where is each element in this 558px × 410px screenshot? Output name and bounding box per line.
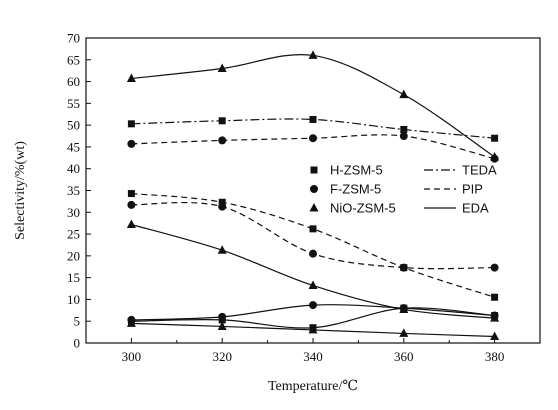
x-axis-label: Temperature/℃ xyxy=(268,379,358,394)
data-point xyxy=(126,219,136,228)
legend-label: H-ZSM-5 xyxy=(330,163,383,178)
y-tick-label: 70 xyxy=(67,31,80,46)
data-point xyxy=(490,331,500,340)
legend: H-ZSM-5 TEDA F-ZSM-5 PIP NiO-ZSM-5 EDA xyxy=(309,163,497,216)
data-point xyxy=(491,293,499,301)
y-tick-label: 25 xyxy=(67,227,80,242)
series-f-zsm-5-eda xyxy=(127,301,499,324)
series-nio-zsm-5-pip xyxy=(126,219,500,322)
data-point xyxy=(126,318,136,327)
series-nio-zsm-5-teda xyxy=(126,50,500,161)
data-point xyxy=(126,73,136,83)
legend-label: EDA xyxy=(462,201,489,216)
y-tick-label: 0 xyxy=(74,336,81,351)
data-point xyxy=(309,301,317,310)
series-nio-zsm-5-eda xyxy=(126,318,500,340)
data-point xyxy=(400,126,408,133)
series-h-zsm-5-teda xyxy=(127,115,499,142)
y-tick-label: 20 xyxy=(67,248,80,263)
data-point xyxy=(218,136,227,145)
data-point xyxy=(490,311,499,320)
series-f-zsm-5-pip xyxy=(127,200,499,272)
y-tick-label: 45 xyxy=(67,139,80,154)
y-tick-label: 65 xyxy=(67,52,80,67)
legend-marker xyxy=(310,185,318,193)
data-point xyxy=(309,249,317,258)
x-tick-label: 300 xyxy=(122,349,142,364)
y-tick-label: 60 xyxy=(67,74,80,89)
legend-marker xyxy=(310,166,318,174)
y-tick-label: 55 xyxy=(67,96,80,111)
data-point xyxy=(490,263,499,272)
data-point xyxy=(399,89,409,99)
y-tick-label: 40 xyxy=(67,161,80,176)
x-tick-label: 380 xyxy=(485,349,505,364)
data-point xyxy=(308,324,318,334)
data-point xyxy=(218,202,227,211)
legend-label: F-ZSM-5 xyxy=(330,182,381,197)
data-point xyxy=(127,190,135,198)
data-point xyxy=(309,115,317,123)
x-tick-label: 360 xyxy=(394,349,414,364)
data-point xyxy=(218,117,226,125)
data-point xyxy=(399,132,408,141)
series-layer xyxy=(126,50,500,340)
y-tick-label: 35 xyxy=(67,183,80,198)
x-tick-label: 340 xyxy=(303,349,323,364)
data-point xyxy=(217,245,227,254)
legend-label: NiO-ZSM-5 xyxy=(330,201,396,216)
data-point xyxy=(217,321,227,330)
series-line xyxy=(131,201,495,270)
legend-label: PIP xyxy=(462,182,483,197)
series-f-zsm-5-teda xyxy=(127,132,499,163)
data-point xyxy=(127,139,136,148)
data-point xyxy=(218,312,227,321)
x-tick-label: 320 xyxy=(212,349,232,364)
data-point xyxy=(309,134,317,143)
data-point xyxy=(127,120,135,128)
data-point xyxy=(309,225,317,233)
data-point xyxy=(218,198,226,206)
legend-label: TEDA xyxy=(462,163,497,178)
y-axis-label: Selectivity/%(wt) xyxy=(13,141,28,240)
data-point xyxy=(490,151,500,161)
y-tick-label: 30 xyxy=(67,205,80,220)
data-point xyxy=(399,263,408,272)
axes-layer: 0 5 10 15 20 25 30 35 40 45 50 55 60 65 70 300 320 340 360… xyxy=(67,31,541,364)
legend-marker xyxy=(309,203,319,212)
data-point xyxy=(127,200,136,209)
y-tick-label: 5 xyxy=(74,314,81,329)
data-point xyxy=(217,63,227,72)
data-point xyxy=(399,328,409,337)
y-tick-label: 15 xyxy=(67,270,80,285)
y-tick-label: 10 xyxy=(67,292,80,307)
data-point xyxy=(308,280,318,289)
y-tick-label: 50 xyxy=(67,118,80,133)
data-point xyxy=(308,50,318,59)
data-point xyxy=(399,304,408,313)
data-point xyxy=(491,134,499,142)
